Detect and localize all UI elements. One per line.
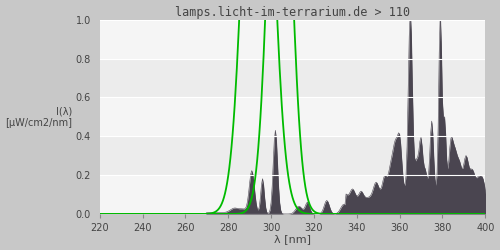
Bar bbox=[100, 98, 486, 136]
X-axis label: λ [nm]: λ [nm] bbox=[274, 234, 311, 244]
Title: lamps.licht-im-terrarium.de > 110: lamps.licht-im-terrarium.de > 110 bbox=[175, 6, 410, 18]
Bar bbox=[100, 20, 486, 59]
Bar bbox=[100, 175, 486, 214]
Y-axis label: I(λ)
[µW/cm2/nm]: I(λ) [µW/cm2/nm] bbox=[6, 106, 72, 128]
